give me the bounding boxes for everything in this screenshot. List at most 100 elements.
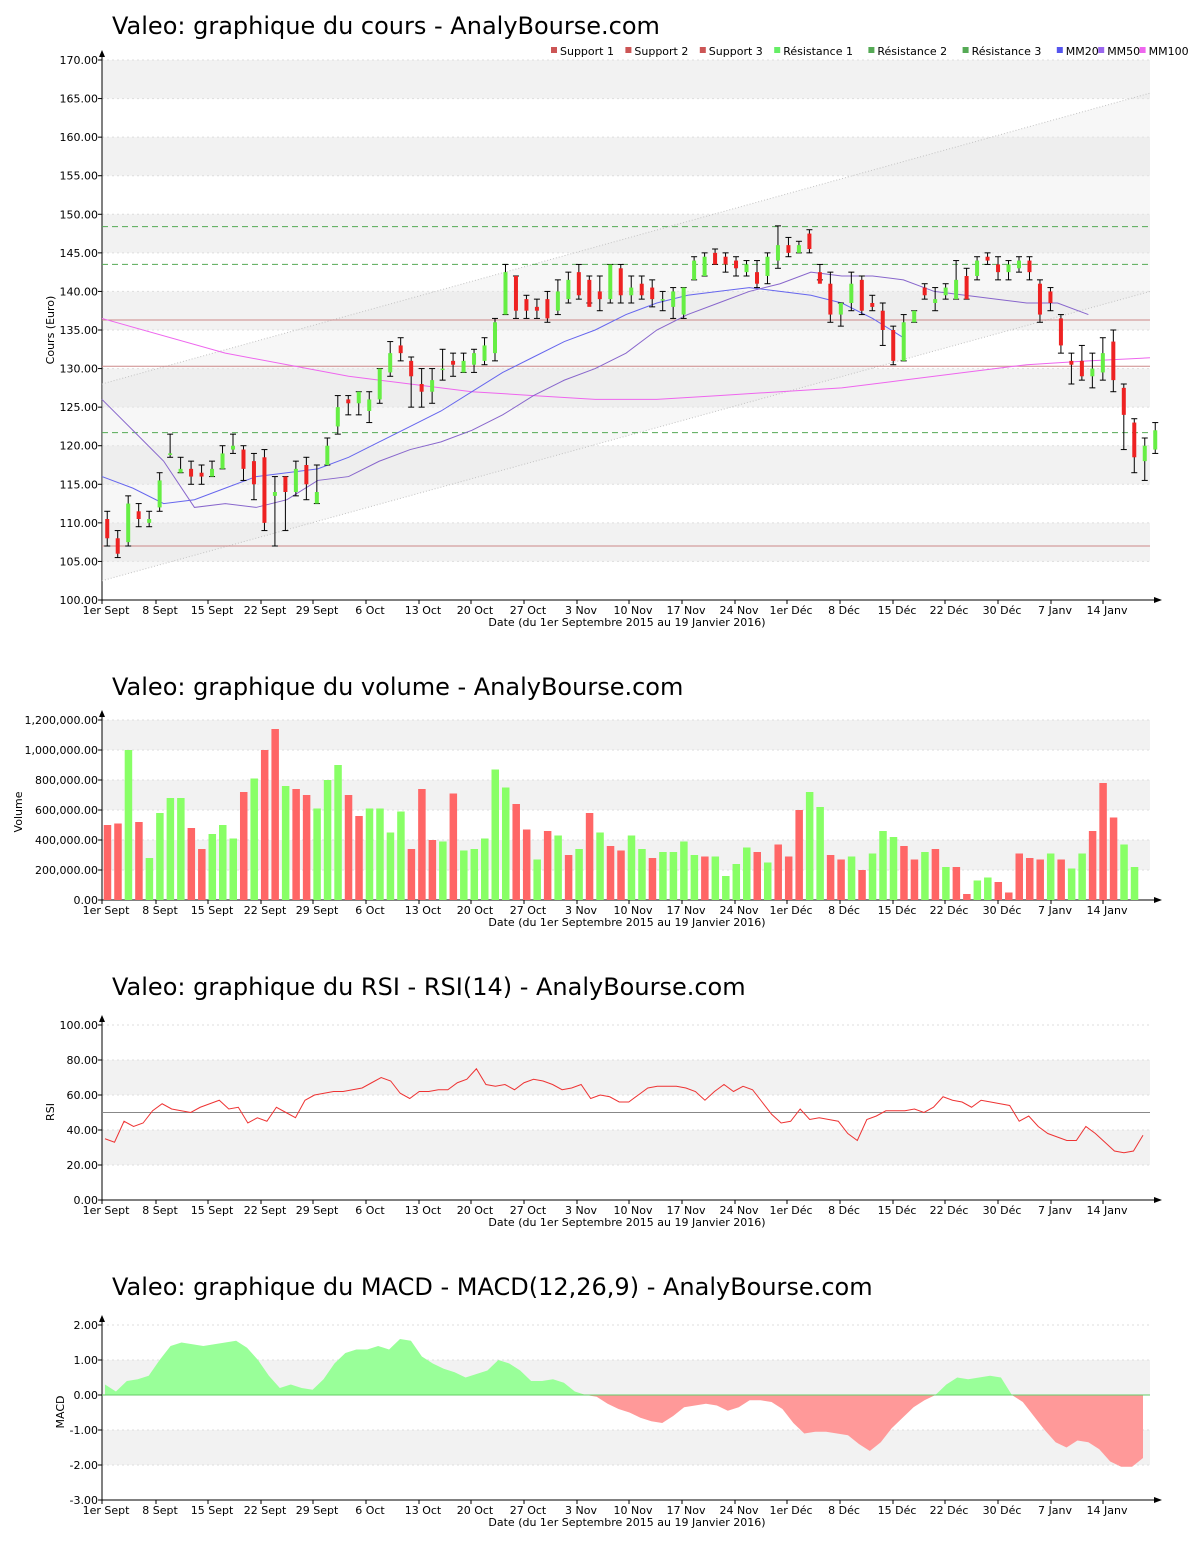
volume-bar	[449, 793, 458, 900]
candle-body	[272, 492, 277, 496]
volume-bar	[784, 856, 793, 900]
candle-body	[545, 299, 550, 319]
candle-body	[262, 457, 267, 523]
volume-xtick-label: 7 Janv	[1038, 904, 1072, 917]
volume-bar	[921, 852, 929, 900]
candle-body	[251, 461, 256, 485]
volume-ytick-label: 200,000.00	[35, 864, 98, 877]
price-xtick-label: 22 Déc	[930, 604, 969, 617]
price-grid-band	[102, 214, 1150, 253]
volume-bar	[680, 841, 688, 900]
candle-body	[775, 245, 780, 261]
macd-xtick-label: 24 Nov	[720, 1504, 759, 1517]
candle-body	[1111, 341, 1116, 381]
price-xtick-label: 13 Oct	[405, 604, 442, 617]
rsi-xtick-label: 13 Oct	[405, 1204, 442, 1217]
candle-body	[1048, 291, 1053, 303]
candle-body	[304, 465, 309, 485]
macd-xtick-label: 15 Déc	[878, 1504, 917, 1517]
candle-body	[105, 519, 110, 539]
candle-body	[1069, 360, 1074, 365]
volume-x-arrow	[1154, 897, 1162, 903]
candle-body	[1132, 422, 1137, 458]
candle-body	[440, 368, 445, 371]
candle-body	[671, 291, 676, 307]
candle-body	[377, 368, 382, 400]
macd-xtick-label: 17 Nov	[667, 1504, 706, 1517]
volume-bar	[753, 852, 761, 900]
candle-body	[566, 279, 571, 300]
rsi-xtick-label: 15 Sept	[191, 1204, 234, 1217]
volume-xtick-label: 1er Déc	[769, 904, 812, 917]
volume-xtick-label: 1er Sept	[83, 904, 131, 917]
price-xtick-label: 24 Nov	[720, 604, 759, 617]
legend-label: Support 3	[709, 45, 763, 58]
candle-body	[189, 468, 194, 477]
volume-grid-band	[102, 780, 1150, 810]
rsi-xtick-label: 8 Sept	[142, 1204, 178, 1217]
candle-body	[650, 287, 655, 300]
rsi-xtick-label: 1er Sept	[83, 1204, 131, 1217]
candle-body	[933, 299, 938, 303]
volume-bar	[816, 807, 824, 900]
rsi-line	[104, 1067, 1144, 1154]
volume-xlabel: Date (du 1er Septembre 2015 au 19 Janvie…	[488, 916, 765, 929]
candle-body	[126, 503, 131, 543]
candle-body	[398, 345, 403, 354]
candle-body	[1058, 318, 1063, 346]
volume-ytick-label: 400,000.00	[35, 834, 98, 847]
volume-xtick-label: 8 Déc	[828, 904, 860, 917]
price-y-arrow	[99, 50, 105, 57]
rsi-xtick-label: 24 Nov	[720, 1204, 759, 1217]
candle-body	[880, 310, 885, 330]
legend-label: MM50	[1107, 45, 1140, 58]
volume-bar	[889, 837, 898, 900]
price-xtick-label: 8 Sept	[142, 604, 178, 617]
legend-label: Support 1	[560, 45, 614, 58]
candle-body	[618, 268, 623, 296]
volume-bar	[439, 841, 447, 900]
legend-label: MM20	[1066, 45, 1099, 58]
volume-bar	[1088, 831, 1097, 900]
price-ytick-label: 105.00	[60, 555, 99, 568]
volume-bar	[763, 862, 772, 900]
candle-body	[231, 445, 235, 450]
volume-bar	[847, 856, 856, 900]
macd-y-arrow	[99, 1315, 105, 1322]
candle-body	[964, 276, 969, 300]
price-ytick-label: 155.00	[60, 170, 99, 183]
volume-bar	[711, 856, 720, 900]
volume-bar	[1067, 868, 1076, 900]
candle-body	[482, 345, 487, 361]
candle-body	[817, 272, 822, 284]
candle-body	[629, 287, 634, 296]
volume-bar	[323, 780, 332, 900]
price-ytick-label: 100.00	[60, 594, 99, 607]
candle-body	[996, 264, 1001, 273]
volume-bar	[103, 825, 112, 900]
volume-bar	[302, 795, 311, 900]
candle-body	[922, 287, 927, 296]
candle-body	[985, 256, 990, 261]
candle-body	[513, 276, 518, 311]
candle-body	[1142, 445, 1147, 462]
volume-bar	[219, 825, 227, 900]
macd-xtick-label: 1er Déc	[769, 1504, 812, 1517]
rsi-xtick-label: 27 Oct	[510, 1204, 547, 1217]
volume-bar	[229, 838, 237, 900]
legend-label: Résistance 2	[877, 45, 947, 58]
macd-ytick-label: 1.00	[74, 1354, 99, 1367]
volume-bar	[491, 769, 499, 900]
volume-bar	[1120, 844, 1128, 900]
volume-ytick-label: 800,000.00	[35, 774, 98, 787]
price-xtick-label: 3 Nov	[565, 604, 597, 617]
volume-bar	[501, 787, 510, 900]
macd-grid-band	[102, 1430, 1150, 1465]
volume-bar	[575, 849, 583, 900]
rsi-xtick-label: 8 Déc	[828, 1204, 860, 1217]
volume-bar	[239, 792, 248, 900]
candle-body	[241, 449, 246, 469]
price-ytick-label: 120.00	[60, 440, 99, 453]
candle-body	[555, 291, 560, 311]
rsi-xtick-label: 30 Déc	[983, 1204, 1022, 1217]
